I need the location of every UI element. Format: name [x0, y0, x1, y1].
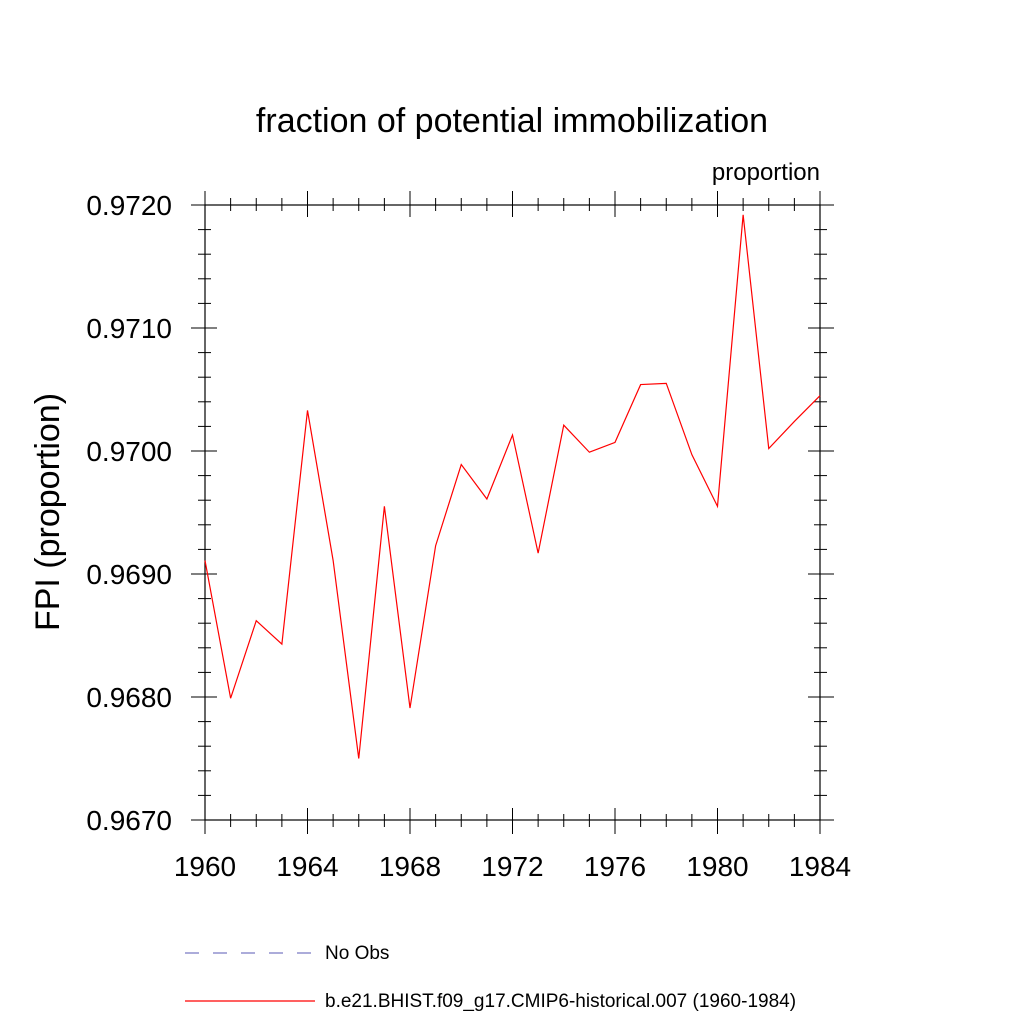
y-tick-label: 0.9670	[86, 805, 172, 836]
y-axis-label: FPI (proportion)	[29, 393, 67, 631]
legend: No Obs b.e21.BHIST.f09_g17.CMIP6-histori…	[185, 943, 796, 1012]
series-line	[204, 214, 821, 759]
x-tick-label: 1964	[276, 851, 338, 882]
x-axis-tick-labels: 1960 1964 1968 1972 1976 1980 1984	[174, 851, 851, 882]
legend-label-model-run: b.e21.BHIST.f09_g17.CMIP6-historical.007…	[325, 991, 796, 1012]
legend-item-model-run: b.e21.BHIST.f09_g17.CMIP6-historical.007…	[185, 991, 796, 1012]
series-layer	[204, 214, 821, 759]
y-tick-label: 0.9720	[86, 190, 172, 221]
x-tick-label: 1984	[789, 851, 851, 882]
y-tick-label: 0.9690	[86, 559, 172, 590]
legend-label-no-obs: No Obs	[325, 943, 389, 964]
x-tick-label: 1968	[379, 851, 441, 882]
x-tick-label: 1980	[686, 851, 748, 882]
legend-item-no-obs: No Obs	[185, 943, 389, 964]
y-tick-label: 0.9710	[86, 313, 172, 344]
x-tick-label: 1972	[481, 851, 543, 882]
y-tick-label: 0.9680	[86, 682, 172, 713]
axis-ticks	[191, 191, 834, 834]
y-axis-tick-labels: 0.9670 0.9680 0.9690 0.9700 0.9710 0.9720	[86, 190, 172, 836]
chart-subtitle: proportion	[712, 159, 820, 186]
chart-title: fraction of potential immobilization	[256, 102, 768, 140]
x-tick-label: 1960	[174, 851, 236, 882]
plot-frame	[204, 204, 821, 821]
plot-area: 1960 1964 1968 1972 1976 1980 1984 0.9670 0.968…	[86, 190, 851, 882]
x-tick-label: 1976	[584, 851, 646, 882]
y-tick-label: 0.9700	[86, 436, 172, 467]
